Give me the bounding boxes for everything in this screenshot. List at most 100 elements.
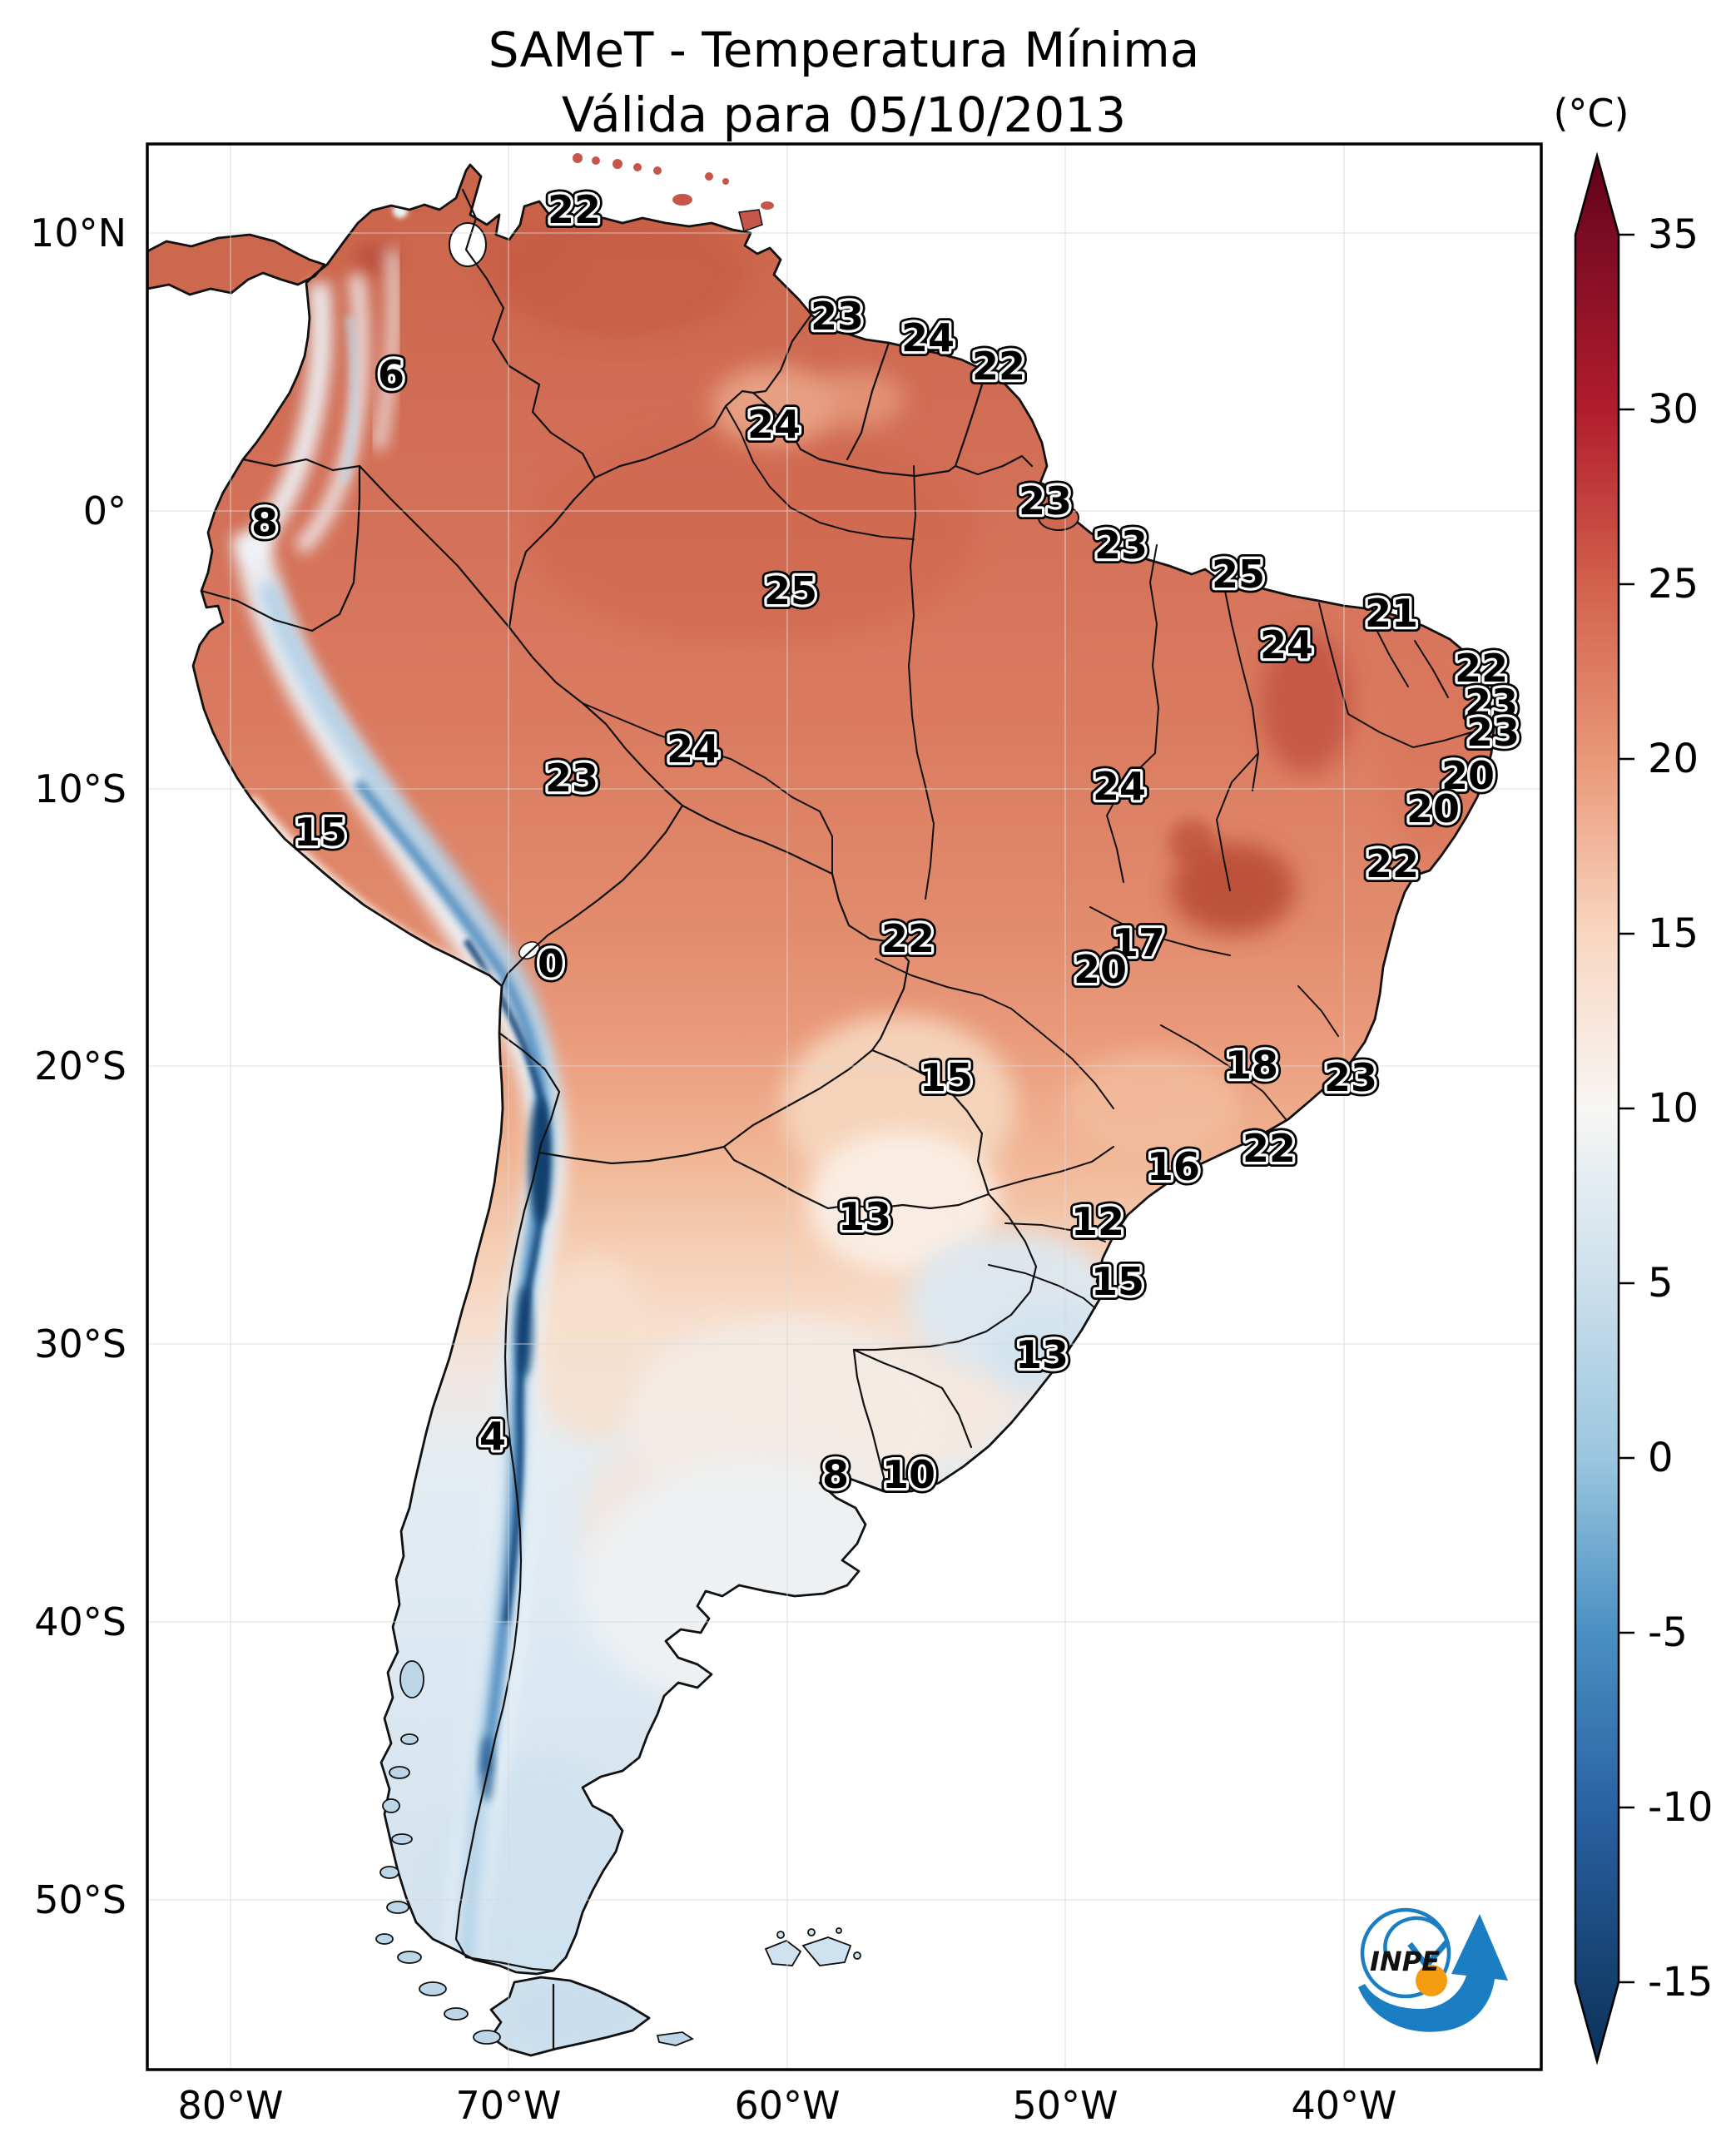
svg-text:8: 8 (251, 500, 278, 545)
svg-text:24: 24 (901, 315, 955, 360)
svg-text:23: 23 (1465, 681, 1518, 726)
svg-text:22: 22 (1242, 1126, 1296, 1171)
svg-text:16: 16 (1147, 1144, 1200, 1189)
colorbar-bar (1574, 151, 1620, 2065)
svg-text:20: 20 (1074, 947, 1127, 992)
svg-text:23: 23 (811, 294, 864, 339)
svg-text:17: 17 (1112, 920, 1165, 965)
svg-text:13: 13 (1015, 1332, 1069, 1377)
svg-text:23: 23 (545, 756, 598, 801)
lat-tick-label: 10°N (30, 211, 126, 255)
colorbar-unit-label: (°C) (1553, 91, 1629, 136)
svg-text:16: 16 (1147, 1144, 1200, 1189)
svg-text:13: 13 (1015, 1332, 1069, 1377)
svg-text:25: 25 (1212, 552, 1265, 597)
svg-text:15: 15 (920, 1055, 973, 1100)
svg-text:22: 22 (548, 187, 601, 232)
svg-text:8: 8 (822, 1452, 849, 1497)
svg-text:22: 22 (1242, 1126, 1296, 1171)
svg-text:20: 20 (1406, 786, 1460, 831)
lon-tick-label: 70°W (455, 2083, 561, 2128)
colorbar-tick-label: 5 (1648, 1260, 1674, 1307)
colorbar-tick-label: 0 (1648, 1435, 1674, 1481)
svg-text:23: 23 (545, 756, 598, 801)
falkland-islands (764, 1927, 861, 1966)
temperature-raster (147, 165, 1494, 2055)
lon-tick-label: 40°W (1291, 2083, 1396, 2128)
svg-text:22: 22 (548, 187, 601, 232)
svg-text:12: 12 (1071, 1199, 1124, 1244)
lon-tick-label: 60°W (734, 2083, 840, 2128)
svg-text:22: 22 (548, 187, 601, 232)
colorbar-tick-label: 15 (1648, 910, 1699, 957)
colorbar-tick-label: 30 (1648, 386, 1699, 433)
lat-tick-label: 10°S (34, 766, 126, 811)
svg-text:15: 15 (1091, 1259, 1144, 1304)
svg-text:23: 23 (1094, 523, 1148, 568)
svg-text:23: 23 (1094, 523, 1148, 568)
svg-text:24: 24 (747, 402, 801, 447)
svg-text:22: 22 (972, 344, 1025, 389)
svg-text:21: 21 (1365, 591, 1418, 636)
svg-text:24: 24 (1260, 622, 1313, 667)
lon-tick-label: 50°W (1012, 2083, 1118, 2128)
svg-text:0: 0 (538, 941, 564, 986)
svg-text:20: 20 (1406, 786, 1460, 831)
svg-text:21: 21 (1365, 591, 1418, 636)
svg-text:8: 8 (822, 1452, 849, 1497)
svg-text:24: 24 (1260, 622, 1313, 667)
svg-text:24: 24 (667, 726, 720, 771)
tierra-del-fuego (489, 1976, 651, 2057)
svg-text:23: 23 (1465, 681, 1518, 726)
temp-value-label: 666 (373, 347, 409, 402)
svg-text:22: 22 (1366, 841, 1419, 886)
svg-text:12: 12 (1071, 1199, 1124, 1244)
svg-text:13: 13 (1015, 1332, 1069, 1377)
svg-text:22: 22 (881, 916, 935, 961)
latitude-axis-labels: 10°N 0° 10°S 20°S 30°S 40°S 50°S (30, 211, 126, 1922)
svg-text:25: 25 (1212, 552, 1265, 597)
svg-text:24: 24 (747, 402, 801, 447)
hot-blob-amazon (528, 424, 978, 641)
title-line1: SAMeT - Temperatura Mínima (489, 22, 1200, 78)
svg-text:22: 22 (972, 344, 1025, 389)
svg-text:0: 0 (538, 941, 564, 986)
svg-text:24: 24 (1260, 622, 1313, 667)
panama-coastline (146, 233, 326, 296)
svg-text:20: 20 (1441, 753, 1495, 798)
map-frame (146, 142, 1543, 2071)
svg-text:22: 22 (1366, 841, 1419, 886)
svg-text:15: 15 (920, 1055, 973, 1100)
colorbar-tick-labels: 35 30 25 20 15 10 5 0 -5 -10 -15 (1648, 211, 1713, 2006)
svg-text:13: 13 (838, 1194, 891, 1239)
temp-value-label: 444 (474, 1409, 511, 1464)
svg-text:4: 4 (479, 1414, 506, 1459)
svg-text:18: 18 (1225, 1043, 1278, 1088)
state-borders (582, 405, 1472, 1309)
svg-text:20: 20 (1406, 786, 1460, 831)
colorbar-tick-label: -5 (1648, 1609, 1688, 1656)
graticule (147, 144, 1541, 2070)
svg-text:18: 18 (1225, 1043, 1278, 1088)
svg-text:23: 23 (1324, 1055, 1377, 1100)
svg-text:22: 22 (1455, 646, 1508, 691)
temp-value-label: 888 (817, 1447, 854, 1502)
svg-text:6: 6 (378, 352, 404, 397)
colorbar-tick-label: 25 (1648, 561, 1699, 607)
inpe-logo-text: INPE (1370, 1946, 1440, 1977)
svg-text:25: 25 (1212, 552, 1265, 597)
